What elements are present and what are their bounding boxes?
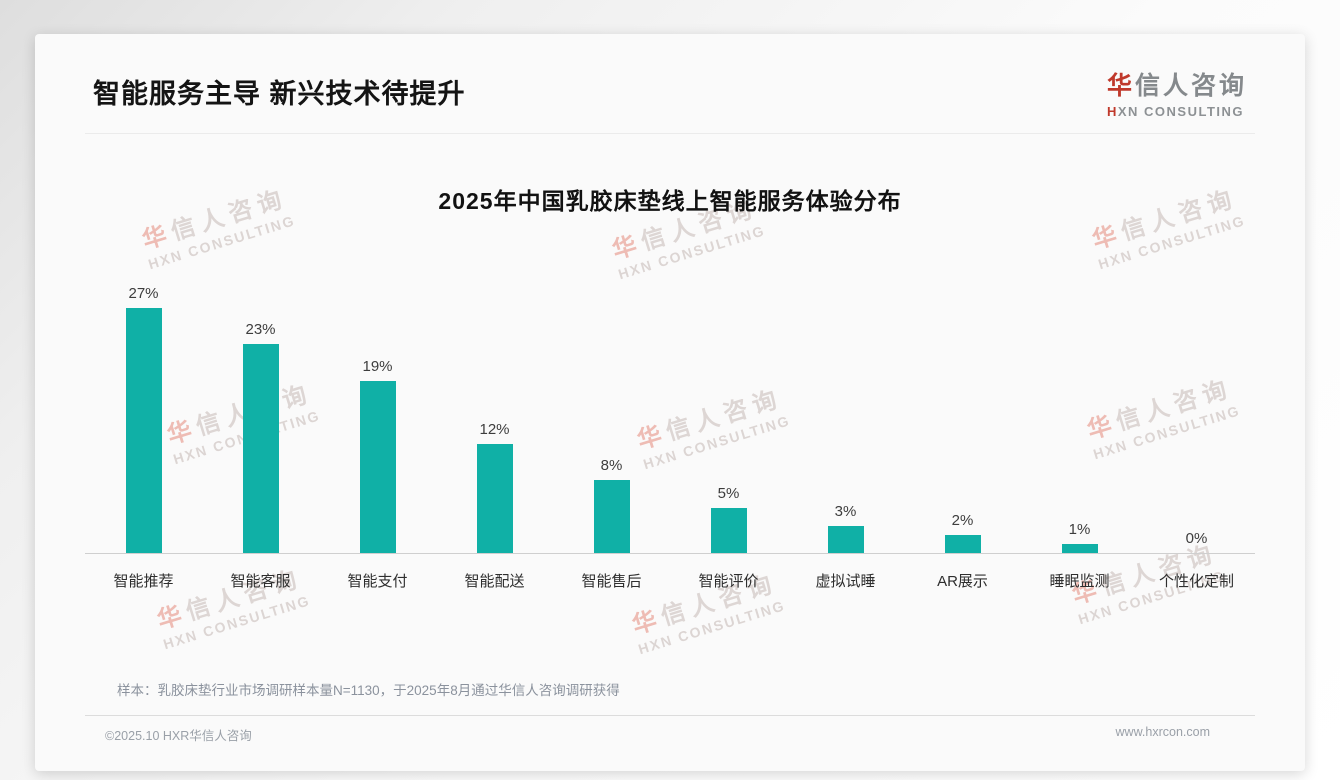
value-label: 5% xyxy=(717,485,740,502)
category-label: 睡眠监测 xyxy=(1049,573,1110,590)
bar-column: 23% xyxy=(202,264,319,553)
watermark-en: HXN CONSULTING xyxy=(636,597,788,658)
bar-column: 1% xyxy=(1021,264,1138,553)
category-label: AR展示 xyxy=(937,573,988,590)
bar xyxy=(827,526,864,553)
bar-column: 27% xyxy=(85,264,202,553)
value-label: 3% xyxy=(834,503,857,520)
category-label: 智能支付 xyxy=(347,573,408,590)
header: 智能服务主导 新兴技术待提升 华信人咨询 HXN CONSULTING xyxy=(35,34,1305,119)
bar-chart: 2025年中国乳胶床垫线上智能服务体验分布 27% 23% 19% 12% 8% 5% 3%… xyxy=(35,182,1305,591)
value-label: 12% xyxy=(479,421,510,438)
bar-column: 12% xyxy=(436,264,553,553)
category-label: 智能评价 xyxy=(698,573,759,590)
logo-english-name: HXN CONSULTING xyxy=(1106,104,1245,119)
category-label: 智能售后 xyxy=(581,573,642,590)
slide-card: 华信人咨询 HXN CONSULTING 华信人咨询 HXN CONSULTIN… xyxy=(35,34,1305,771)
value-label: 1% xyxy=(1068,521,1091,538)
sample-note: 样本：乳胶床垫行业市场调研样本量N=1130，于2025年8月通过华信人咨询调研… xyxy=(117,683,620,698)
category-label: 智能客服 xyxy=(230,573,291,590)
bar-column: 0% xyxy=(1138,264,1255,553)
bar xyxy=(476,444,513,553)
value-label: 8% xyxy=(600,457,623,474)
category-label: 虚拟试睡 xyxy=(815,573,876,590)
page-title: 智能服务主导 新兴技术待提升 xyxy=(93,79,466,109)
bar xyxy=(593,480,630,553)
category-label: 智能推荐 xyxy=(113,573,174,590)
footer-divider xyxy=(85,715,1255,716)
footer-bar: ©2025.10 HXR华信人咨询 www.hxrcon.com xyxy=(35,716,1305,744)
value-label: 23% xyxy=(245,321,276,338)
value-label: 19% xyxy=(362,358,393,375)
watermark-en: HXN CONSULTING xyxy=(161,592,313,653)
bar xyxy=(242,344,279,553)
chart-title: 2025年中国乳胶床垫线上智能服务体验分布 xyxy=(438,188,902,214)
category-axis: 智能推荐 智能客服 智能支付 智能配送 智能售后 智能评价 虚拟试睡 AR展示 睡眠监测 个性化定… xyxy=(85,570,1255,591)
website-text: www.hxrcon.com xyxy=(1115,725,1210,739)
category-label: 个性化定制 xyxy=(1158,573,1234,590)
bar xyxy=(359,381,396,553)
value-label: 27% xyxy=(128,285,159,302)
value-label: 0% xyxy=(1185,530,1208,547)
bar xyxy=(1061,544,1098,553)
bar-column: 8% xyxy=(553,264,670,553)
bar xyxy=(125,308,162,553)
bar-column: 5% xyxy=(670,264,787,553)
header-divider xyxy=(85,133,1255,134)
bar-column: 2% xyxy=(904,264,1021,553)
bar-column: 19% xyxy=(319,264,436,553)
plot-area: 27% 23% 19% 12% 8% 5% 3% 2% 1% 0% xyxy=(85,264,1255,554)
copyright-text: ©2025.10 HXR华信人咨询 xyxy=(105,729,252,743)
bar xyxy=(944,535,981,553)
logo-chinese-name: 华信人咨询 xyxy=(1106,72,1247,100)
category-label: 智能配送 xyxy=(464,573,525,590)
bar-column: 3% xyxy=(787,264,904,553)
bar xyxy=(710,508,747,553)
value-label: 2% xyxy=(951,512,974,529)
company-logo: 华信人咨询 HXN CONSULTING xyxy=(1107,64,1247,119)
